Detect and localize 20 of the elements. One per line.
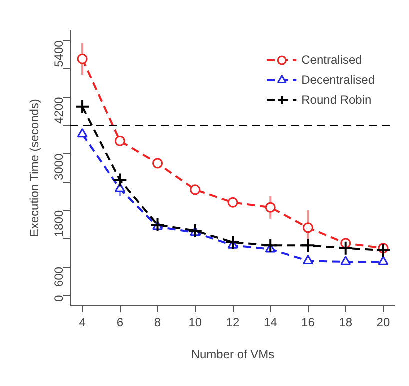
x-tick-label: 10 xyxy=(188,316,202,330)
x-tick-label: 14 xyxy=(264,316,278,330)
y-axis-title: Execution Time (seconds) xyxy=(28,99,42,238)
y-tick-label: 0 xyxy=(52,294,66,302)
x-tick-label: 16 xyxy=(302,316,316,330)
x-tick-label: 6 xyxy=(116,316,124,330)
y-tick-label: 600 xyxy=(52,266,66,288)
y-tick-label: 1800 xyxy=(52,210,66,238)
y-tick-label: 5400 xyxy=(52,40,66,68)
y-tick-label: 4200 xyxy=(52,96,66,124)
legend-label: Round Robin xyxy=(302,93,372,107)
x-axis-title: Number of VMs xyxy=(191,348,275,362)
x-tick-label: 8 xyxy=(154,316,162,330)
x-tick-label: 4 xyxy=(79,316,86,330)
y-tick-label: 3000 xyxy=(52,154,66,181)
legend-label: Decentralised xyxy=(302,73,375,87)
x-tick-label: 18 xyxy=(339,316,353,330)
x-tick-label: 20 xyxy=(376,316,390,330)
x-tick-label: 12 xyxy=(226,316,240,330)
legend-label: Centralised xyxy=(302,53,362,67)
